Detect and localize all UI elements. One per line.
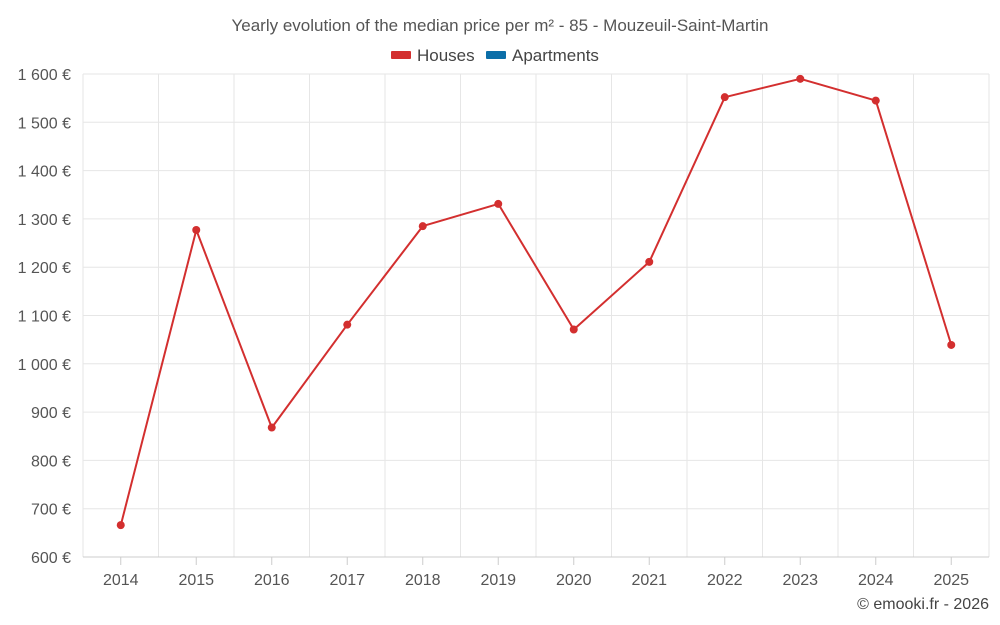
y-tick-label: 1 100 € [18,309,71,326]
legend-label-apartments: Apartments [512,46,599,65]
legend-swatch-apartments [486,51,506,59]
x-tick-label: 2017 [329,572,365,589]
data-point-houses-2020[interactable] [569,325,578,334]
y-tick-label: 1 200 € [18,260,71,277]
x-tick-label: 2020 [556,572,592,589]
data-point-houses-2023[interactable] [796,74,805,83]
data-point-houses-2022[interactable] [720,93,729,102]
credit-text: © emooki.fr - 2026 [857,596,989,613]
y-tick-label: 1 300 € [18,212,71,229]
data-point-houses-2014[interactable] [116,521,125,530]
data-point-houses-2016[interactable] [267,423,276,432]
x-tick-label: 2014 [103,572,139,589]
y-axis: 600 € 700 € 800 € 900 € 1 000 € 1 100 € 1 200 … [18,67,71,567]
y-tick-label: 1 400 € [18,164,71,181]
legend-label-houses: Houses [417,46,475,65]
data-point-houses-2019[interactable] [494,199,503,208]
x-tick-label: 2021 [631,572,667,589]
legend-swatch-houses [391,51,411,59]
y-tick-label: 800 € [31,453,71,470]
legend-item-apartments[interactable]: Apartments [486,46,599,65]
y-tick-label: 900 € [31,405,71,422]
grid [82,73,990,557]
x-tick-label: 2018 [405,572,441,589]
x-tick-label: 2022 [707,572,743,589]
x-tick-label: 2015 [178,572,214,589]
data-point-houses-2021[interactable] [645,257,654,266]
data-point-houses-2017[interactable] [343,320,352,329]
x-tick-label: 2019 [480,572,516,589]
series-layer [116,74,956,530]
data-point-houses-2025[interactable] [947,340,956,349]
x-tick-label: 2023 [782,572,818,589]
legend: Houses Apartments [391,46,599,65]
y-tick-label: 1 600 € [18,67,71,84]
legend-item-houses[interactable]: Houses [391,46,475,65]
y-tick-label: 600 € [31,550,71,567]
x-tick-label: 2016 [254,572,290,589]
x-tick-label: 2025 [933,572,969,589]
chart-title: Yearly evolution of the median price per… [231,16,768,35]
x-axis: 2014 2015 2016 2017 2018 2019 2020 2021 2022 2023… [83,556,989,589]
y-tick-label: 700 € [31,502,71,519]
data-point-houses-2024[interactable] [871,96,880,105]
x-tick-label: 2024 [858,572,894,589]
data-point-houses-2015[interactable] [192,226,201,235]
data-point-houses-2018[interactable] [418,222,427,231]
y-tick-label: 1 000 € [18,357,71,374]
y-tick-label: 1 500 € [18,115,71,132]
series-line-houses [119,77,953,526]
